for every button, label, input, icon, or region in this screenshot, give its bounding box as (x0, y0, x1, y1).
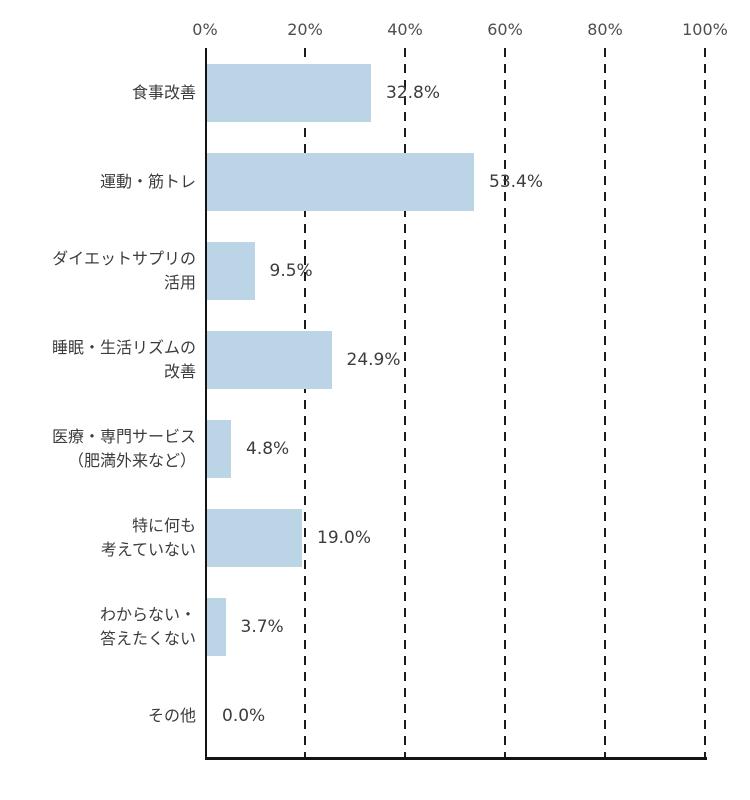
bar-area: 32.8% (207, 48, 707, 137)
bar (207, 597, 226, 656)
gridline (304, 48, 306, 757)
value-label: 9.5% (269, 260, 313, 281)
category-label: 睡眠・生活リズムの 改善 (51, 338, 196, 381)
value-label: 53.4% (489, 171, 544, 192)
bar-area: 24.9% (207, 315, 707, 404)
bar-area: 19.0% (207, 493, 707, 582)
value-label: 4.8% (246, 438, 290, 459)
category-label: 医療・専門サービス （肥満外来など） (51, 427, 196, 470)
chart-row: 特に何も 考えていない 19.0% (0, 493, 750, 582)
x-tick-label: 40% (387, 20, 423, 39)
category-label: 特に何も 考えていない (100, 516, 196, 559)
bar-area: 3.7% (207, 582, 707, 671)
chart-row: ダイエットサプリの 活用 9.5% (0, 226, 750, 315)
bar-area: 4.8% (207, 404, 707, 493)
category-label: 運動・筋トレ (99, 171, 196, 191)
gridline (504, 48, 506, 757)
chart-row: 運動・筋トレ 53.4% (0, 137, 750, 226)
chart-row: その他 0.0% (0, 671, 750, 760)
gridline (604, 48, 606, 757)
value-label: 24.9% (346, 349, 401, 370)
x-axis-tick-labels: 0% 20% 40% 60% 80% 100% (192, 20, 728, 44)
value-label: 32.8% (386, 82, 441, 103)
y-axis-line (205, 48, 207, 760)
x-tick-label: 60% (487, 20, 523, 39)
x-tick-label: 20% (287, 20, 323, 39)
bar-area: 0.0% (207, 671, 707, 760)
category-label: 食事改善 (131, 82, 196, 102)
category-label: ダイエットサプリの 活用 (52, 249, 196, 292)
value-label: 19.0% (317, 527, 372, 548)
chart-row: 睡眠・生活リズムの 改善 24.9% (0, 315, 750, 404)
category-label: その他 (147, 705, 196, 725)
category-label: わからない・ 答えたくない (99, 605, 196, 648)
bar-area: 9.5% (207, 226, 707, 315)
chart-row: 医療・専門サービス （肥満外来など） 4.8% (0, 404, 750, 493)
bar-area: 53.4% (207, 137, 707, 226)
chart-row: わからない・ 答えたくない 3.7% (0, 582, 750, 671)
bar (207, 241, 255, 300)
gridline (704, 48, 706, 757)
bar (207, 330, 332, 389)
value-label: 0.0% (222, 705, 266, 726)
bar (207, 63, 371, 122)
bar (207, 508, 302, 567)
chart-rows: 食事改善 32.8% 運動・筋トレ 53.4% ダイエットサプリの 活用 9.5% 睡眠・生… (0, 48, 750, 760)
bar (207, 419, 231, 478)
x-tick-label: 100% (682, 20, 728, 39)
bar (207, 152, 474, 211)
x-tick-label: 0% (192, 20, 218, 39)
chart-row: 食事改善 32.8% (0, 48, 750, 137)
x-tick-label: 80% (587, 20, 623, 39)
x-axis-line (205, 757, 707, 760)
gridline (404, 48, 406, 757)
value-label: 3.7% (240, 616, 284, 637)
plot-area (205, 48, 707, 760)
